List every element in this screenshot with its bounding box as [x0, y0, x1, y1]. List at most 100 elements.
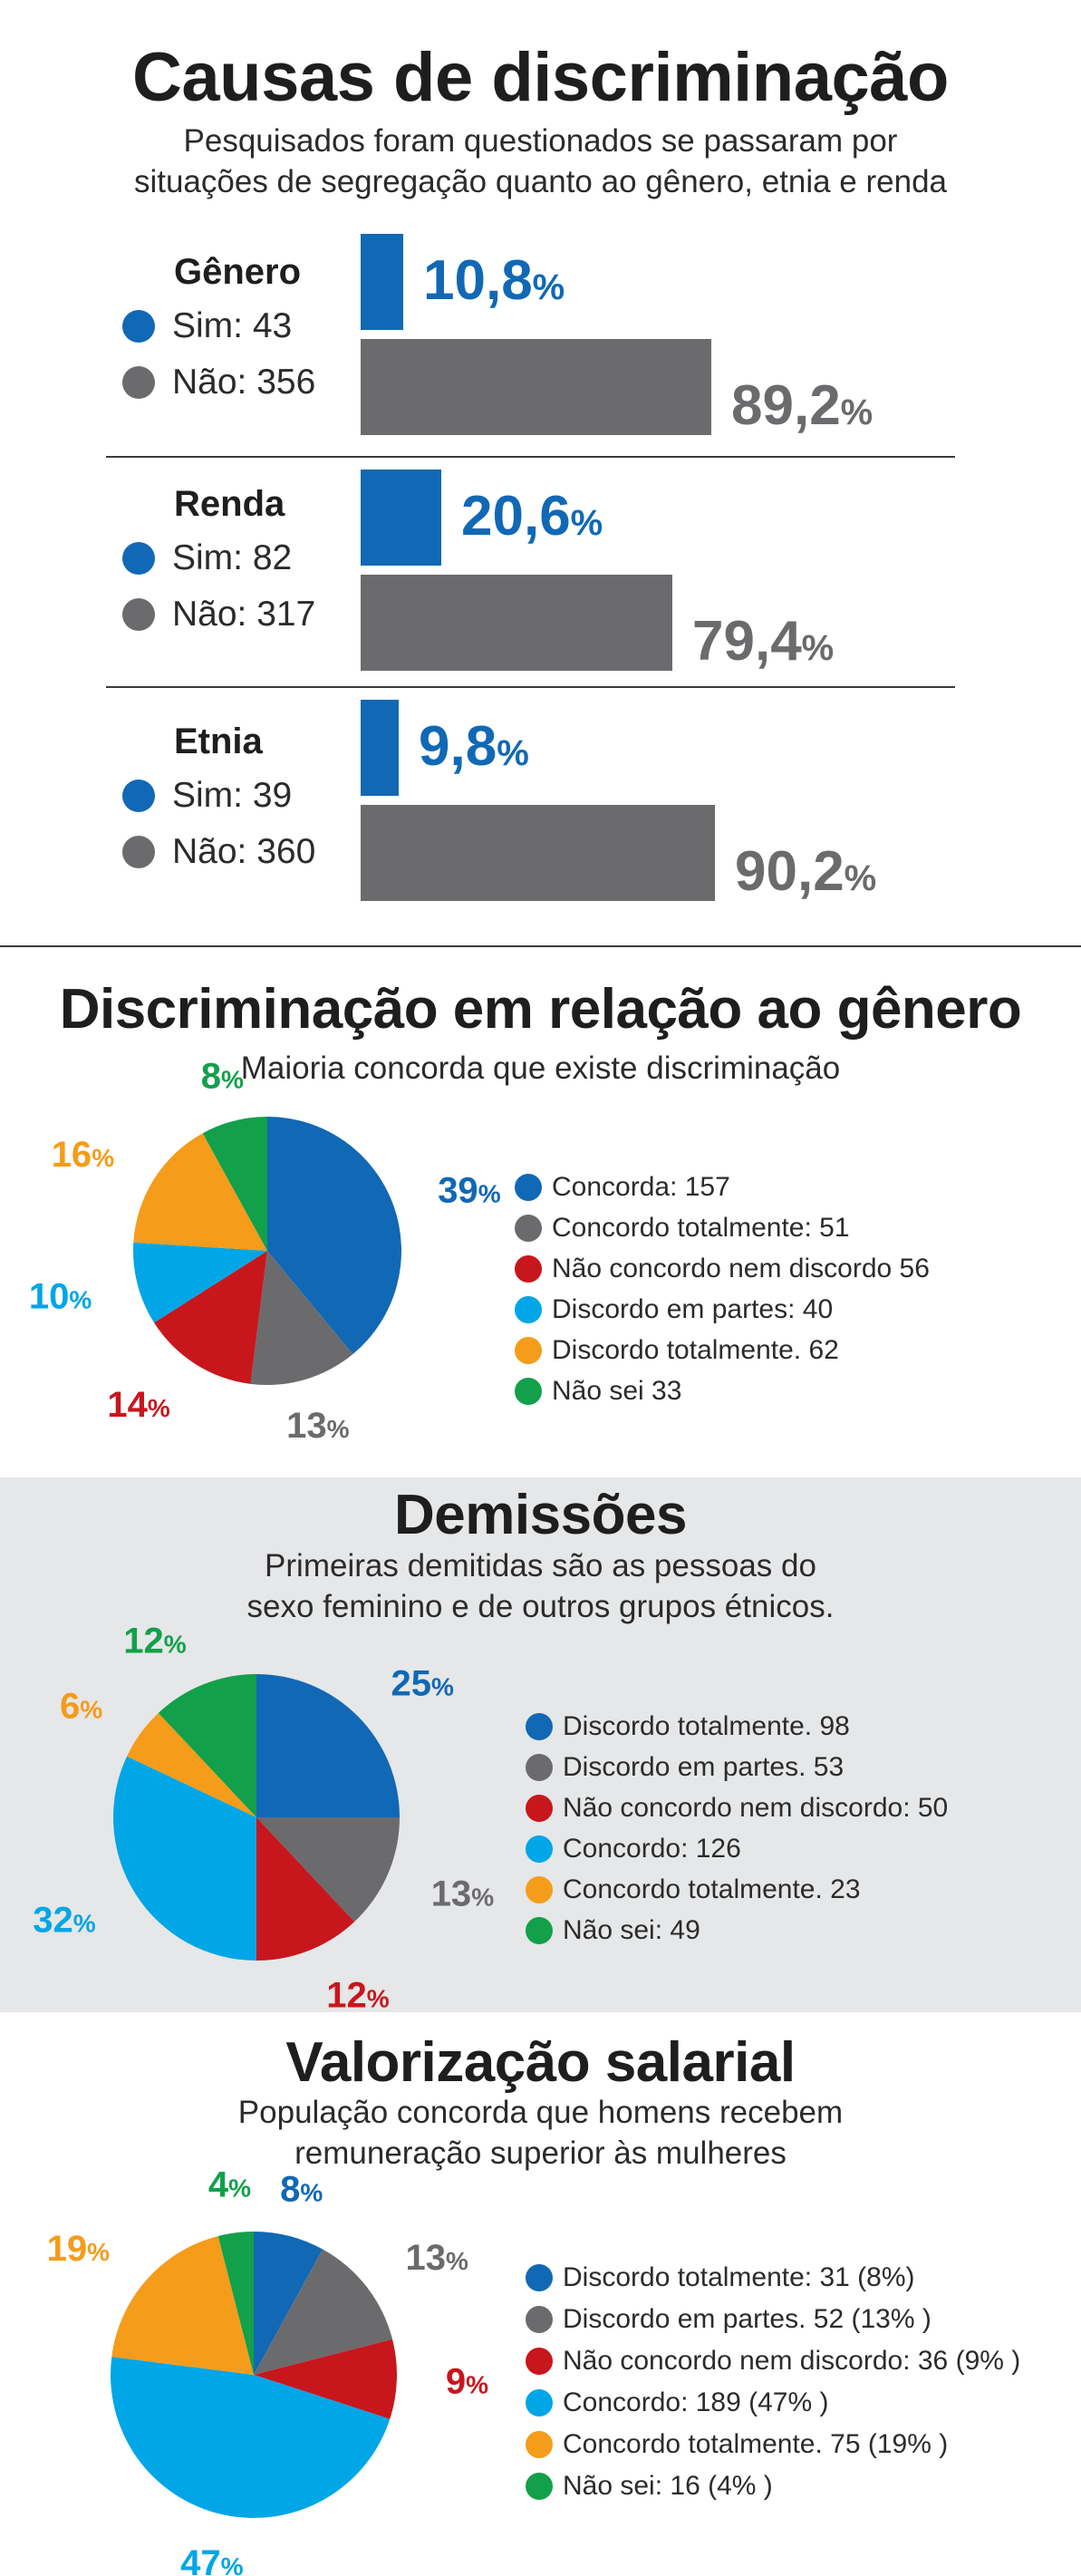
pie-slice-value: 32: [33, 1901, 73, 1941]
pie-slice: [133, 1133, 267, 1251]
percent-sign: %: [300, 2179, 323, 2207]
legend-label: Discordo totalmente. 62: [552, 1334, 839, 1365]
legend-label: Discordo totalmente. 98: [563, 1710, 850, 1741]
group-divider: [106, 686, 955, 688]
pie-slice-label: 12%: [123, 1622, 187, 1661]
percent-sign: %: [497, 733, 529, 773]
percent-sign: %: [471, 1883, 494, 1911]
percent-sign: %: [69, 1286, 92, 1314]
percent-sign: %: [148, 1394, 170, 1422]
legend-item: Discordo totalmente. 62: [515, 1330, 930, 1370]
percent-sign: %: [228, 2174, 251, 2203]
bar-value-number: 89,2: [731, 374, 841, 437]
pie-slice: [256, 1674, 400, 1817]
bar-group-renda: Renda Sim: 82 Não: 317: [0, 470, 1081, 696]
pie-slice-label: 32%: [33, 1901, 96, 1941]
pie-slice-value: 4: [208, 2165, 229, 2205]
pie-slice: [132, 1242, 267, 1323]
pie-slice-value: 39: [438, 1170, 478, 1210]
sim-dot-icon: [122, 310, 155, 343]
legend-dot-icon: [526, 2473, 553, 2500]
nao-dot-icon: [122, 366, 155, 399]
legend-sim-etnia: Sim: 39: [122, 776, 292, 816]
pie-slice: [267, 1117, 402, 1355]
section3-subtitle: Primeiras demitidas são as pessoas do se…: [0, 1545, 1081, 1627]
pie-slice-value: 8: [201, 1056, 221, 1096]
bar-nao-etnia: [361, 805, 715, 901]
legend-nao-label: Não: 360: [172, 832, 316, 871]
legend-dot-icon: [526, 1712, 553, 1740]
percent-sign: %: [221, 2552, 244, 2576]
legend-label: Discordo em partes. 53: [563, 1751, 845, 1782]
legend-nao-genero: Não: 356: [122, 363, 315, 402]
legend-dot-icon: [526, 2264, 553, 2291]
legend-sim-renda: Sim: 82: [122, 538, 292, 578]
legend-sim-label: Sim: 39: [172, 776, 293, 815]
pie-slice-value: 12: [123, 1622, 164, 1661]
section4-subtitle: População concorda que homens recebem re…: [0, 2092, 1081, 2174]
legend-dot-icon: [526, 1875, 553, 1903]
pie-slice: [254, 2232, 323, 2375]
pie-slice-label: 25%: [391, 1664, 455, 1704]
pie-chart-salarial: 8%13%9%47%19%4%: [47, 2165, 489, 2576]
legend-label: Não concordo nem discordo: 50: [563, 1792, 949, 1823]
section1-subtitle-line1: Pesquisados foram questionados se passar…: [183, 123, 898, 159]
bar-value-label: 20,6%: [461, 484, 603, 548]
legend-dot-icon: [526, 2389, 553, 2416]
pie-slice-label: 14%: [107, 1385, 170, 1425]
legend-item: Discordo totalmente: 31 (8%): [526, 2257, 1020, 2299]
pie-slice-label: 10%: [29, 1277, 92, 1317]
bar-value-number: 90,2: [735, 840, 845, 903]
legend-label: Concordo totalmente. 23: [563, 1874, 861, 1904]
legend-item: Concordo totalmente: 51: [515, 1207, 930, 1248]
legend-item: Não sei: 49: [526, 1910, 948, 1951]
pie-chart-genero: 39%13%14%10%16%8%: [29, 1056, 501, 1446]
pie-chart-demissoes: 25%13%12%32%6%12%: [33, 1622, 494, 2016]
bar-value-number: 9,8: [419, 715, 497, 778]
legend-genero: Concorda: 157 Concordo totalmente: 51 Não …: [515, 1167, 930, 1411]
percent-sign: %: [570, 503, 603, 543]
legend-dot-icon: [515, 1336, 542, 1364]
bar-value-label: 9,8%: [419, 714, 529, 779]
legend-dot-icon: [526, 1753, 553, 1781]
section2-subtitle: Maioria concorda que existe discriminaçã…: [0, 1048, 1081, 1089]
bar-sim-etnia: [361, 700, 399, 796]
legend-sim-label: Sim: 82: [172, 538, 293, 577]
pie-slice-value: 12: [326, 1975, 367, 2015]
legend-salarial: Discordo totalmente: 31 (8%) Discordo em …: [526, 2257, 1020, 2507]
pie-slice: [111, 2357, 391, 2518]
legend-demissoes: Discordo totalmente. 98 Discordo em parte…: [526, 1706, 948, 1951]
pie-slice: [254, 2339, 398, 2419]
group-label-etnia: Etnia: [174, 721, 263, 761]
legend-dot-icon: [515, 1254, 542, 1283]
pie-slice: [127, 1712, 256, 1817]
pie-slice: [256, 1817, 400, 1922]
legend-dot-icon: [526, 1794, 553, 1822]
percent-sign: %: [327, 1415, 350, 1443]
legend-label: Discordo totalmente: 31 (8%): [563, 2262, 915, 2292]
percent-sign: %: [801, 628, 835, 668]
legend-item: Concordo: 126: [526, 1828, 948, 1869]
legend-label: Concordo: 126: [563, 1833, 741, 1864]
pie-slice: [256, 1817, 355, 1961]
section4-title: Valorização salarial: [285, 2031, 796, 2094]
section1-title: Causas de discriminação: [132, 39, 949, 116]
legend-item: Discordo totalmente. 98: [526, 1706, 948, 1747]
pie-slice-value: 9: [446, 2362, 466, 2402]
legend-label: Não sei: 16 (4% ): [563, 2471, 773, 2501]
bar-group-genero: Gênero Sim: 43 Não: 356: [0, 234, 1081, 460]
legend-dot-icon: [526, 2348, 553, 2375]
legend-label: Discordo em partes. 52 (13% ): [563, 2304, 931, 2334]
pie-slice-label: 19%: [47, 2229, 111, 2269]
percent-sign: %: [840, 392, 873, 432]
pie-slice-label: 4%: [208, 2165, 251, 2205]
section2-title: Discriminação em relação ao gênero: [59, 978, 1022, 1041]
pie-slice-label: 13%: [406, 2238, 469, 2278]
bar-value-label: 89,2%: [731, 373, 873, 438]
bar-value-number: 79,4: [692, 610, 802, 673]
pie-slice-label: 39%: [438, 1170, 501, 1210]
legend-dot-icon: [526, 1835, 553, 1863]
legend-item: Não concordo nem discordo: 50: [526, 1787, 948, 1828]
percent-sign: %: [431, 1673, 454, 1701]
bar-value-number: 10,8: [423, 249, 533, 312]
